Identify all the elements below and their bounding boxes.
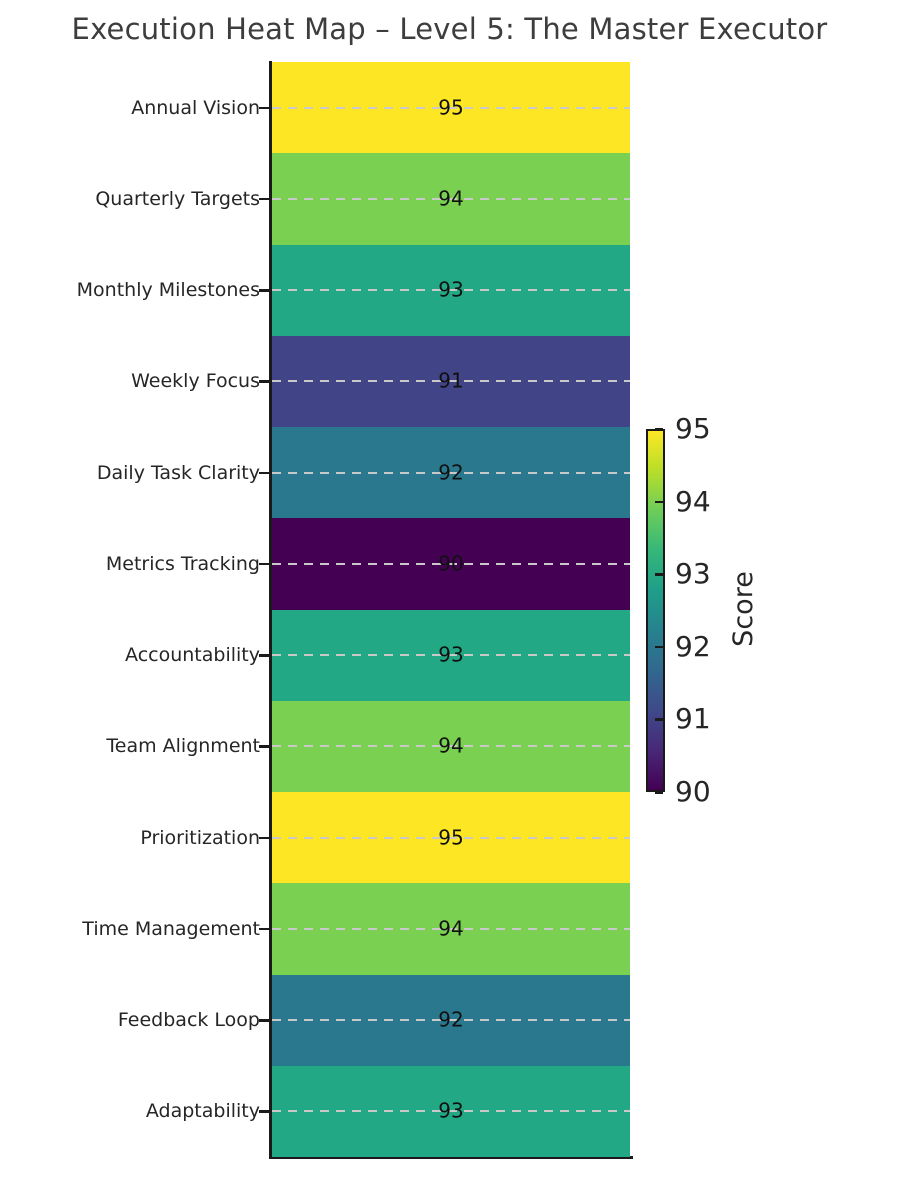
- cell-value: 93: [438, 277, 464, 302]
- y-tick-label-time-management: Time Management: [82, 917, 260, 940]
- colorbar-tick-label: 93: [675, 557, 711, 591]
- cell-value: 94: [438, 916, 464, 941]
- y-tick-label-monthly-milestones: Monthly Milestones: [76, 279, 260, 302]
- gridline: [272, 562, 630, 565]
- colorbar-gradient: [646, 429, 665, 792]
- y-tick-mark: [259, 836, 270, 840]
- y-tick-label-quarterly-targets: Quarterly Targets: [95, 187, 260, 210]
- colorbar-axis-label: Score: [728, 571, 759, 647]
- colorbar-tick-mark: [655, 791, 663, 794]
- cell-value: 92: [438, 1007, 464, 1032]
- colorbar-tick-label: 92: [675, 629, 711, 663]
- heatmap-cell-team-alignment: 94: [272, 700, 630, 792]
- gridline: [272, 836, 630, 839]
- heatmap-cell-feedback-loop: 92: [272, 974, 630, 1066]
- x-axis-spine: [269, 1156, 633, 1159]
- colorbar-tick-label: 94: [675, 484, 711, 518]
- y-tick-mark: [259, 380, 270, 383]
- gridline: [272, 1019, 630, 1022]
- y-tick-label-adaptability: Adaptability: [145, 1100, 260, 1123]
- y-tick-mark: [259, 471, 270, 475]
- colorbar-tick-label: 90: [675, 775, 711, 808]
- gridline: [272, 289, 630, 292]
- cell-value: 91: [438, 368, 464, 393]
- heatmap-cell-time-management: 94: [272, 883, 630, 975]
- gridline: [272, 106, 630, 109]
- colorbar-tick-mark: [655, 645, 663, 649]
- cell-value: 90: [438, 551, 464, 576]
- gridline: [272, 745, 630, 748]
- cell-value: 95: [438, 825, 464, 850]
- gridline: [272, 380, 630, 383]
- cell-value: 93: [438, 1098, 464, 1123]
- y-axis-spine: [269, 61, 272, 1159]
- gridline: [272, 927, 630, 930]
- chart-title: Execution Heat Map – Level 5: The Master…: [71, 12, 828, 46]
- y-tick-label-metrics-tracking: Metrics Tracking: [105, 552, 260, 575]
- cell-value: 94: [438, 733, 464, 758]
- y-tick-mark: [259, 562, 270, 566]
- gridline: [272, 654, 630, 657]
- y-tick-mark: [259, 289, 270, 292]
- y-tick-mark: [259, 1110, 270, 1113]
- y-tick-label-daily-task-clarity: Daily Task Clarity: [96, 461, 260, 484]
- y-tick-label-annual-vision: Annual Vision: [131, 96, 260, 119]
- heatmap-cell-annual-vision: 95: [272, 62, 630, 154]
- y-tick-mark: [259, 745, 270, 748]
- cell-value: 92: [438, 460, 464, 485]
- colorbar-tick-mark: [655, 718, 663, 721]
- heatmap-cell-adaptability: 93: [272, 1065, 630, 1157]
- y-tick-mark: [259, 654, 270, 657]
- heatmap-plot-area: 95 94 93 91 92 90 93 94 95 94 92 93: [272, 62, 630, 1157]
- y-tick-mark: [259, 927, 270, 931]
- cell-value: 93: [438, 642, 464, 667]
- cell-value: 95: [438, 95, 464, 120]
- y-tick-label-weekly-focus: Weekly Focus: [131, 370, 260, 393]
- heatmap-cell-quarterly-targets: 94: [272, 153, 630, 245]
- colorbar-tick-mark: [655, 428, 663, 431]
- heatmap-cell-monthly-milestones: 93: [272, 244, 630, 336]
- heatmap-cell-metrics-tracking: 90: [272, 518, 630, 610]
- gridline: [272, 471, 630, 474]
- gridline: [272, 197, 630, 200]
- y-tick-mark: [259, 106, 270, 110]
- gridline: [272, 1110, 630, 1113]
- colorbar-tick-label: 95: [675, 412, 711, 445]
- heatmap-cell-prioritization: 95: [272, 792, 630, 884]
- colorbar-tick-mark: [655, 500, 663, 504]
- y-tick-mark: [259, 197, 270, 201]
- heatmap-cell-daily-task-clarity: 92: [272, 427, 630, 519]
- heatmap-cell-weekly-focus: 91: [272, 335, 630, 427]
- heatmap-cell-accountability: 93: [272, 609, 630, 701]
- colorbar-tick-label: 91: [675, 702, 711, 736]
- y-tick-label-prioritization: Prioritization: [140, 826, 260, 849]
- colorbar-tick-mark: [655, 573, 663, 576]
- cell-value: 94: [438, 186, 464, 211]
- y-tick-label-feedback-loop: Feedback Loop: [117, 1009, 260, 1032]
- y-tick-label-accountability: Accountability: [125, 644, 260, 667]
- y-tick-mark: [259, 1019, 270, 1022]
- y-tick-label-team-alignment: Team Alignment: [106, 735, 260, 758]
